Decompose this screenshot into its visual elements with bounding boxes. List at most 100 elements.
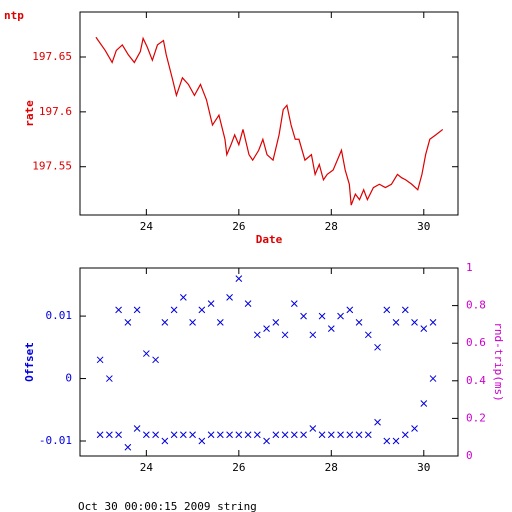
point [318, 312, 326, 320]
point [420, 325, 428, 332]
point [207, 300, 215, 307]
point [115, 431, 122, 439]
point [401, 306, 409, 314]
point [207, 431, 215, 439]
point [364, 431, 372, 439]
point [309, 331, 317, 339]
y-axis-label: Offset [23, 342, 36, 382]
point [290, 431, 298, 439]
point [429, 318, 437, 326]
point [124, 443, 132, 451]
x-tick-label: 28 [325, 461, 338, 474]
point [429, 375, 437, 382]
y-tick-label: 197.6 [39, 105, 72, 118]
y-tick-label: 197.55 [32, 160, 72, 173]
footer: Oct 30 00:00:15 2009 string [78, 500, 257, 512]
point [161, 437, 169, 445]
point [179, 294, 187, 301]
point [263, 437, 270, 445]
plot-frame [79, 11, 459, 216]
point [179, 431, 187, 439]
point [226, 431, 233, 439]
point [374, 343, 381, 351]
point [392, 437, 400, 445]
point [161, 318, 169, 326]
y-axis-label: rate [23, 100, 36, 127]
x-tick-label: 26 [232, 461, 245, 474]
point [152, 356, 159, 364]
point [133, 425, 141, 432]
point [106, 375, 113, 382]
point [364, 331, 372, 339]
point [327, 431, 335, 439]
point [198, 306, 206, 314]
point [300, 431, 307, 439]
point [272, 431, 280, 439]
point [115, 306, 122, 314]
point [170, 431, 178, 439]
chart-title: ntp [4, 9, 24, 22]
point [401, 431, 409, 439]
point [244, 431, 252, 439]
point [124, 318, 132, 326]
point [383, 437, 391, 445]
point [253, 331, 261, 339]
point [290, 300, 298, 307]
point [337, 312, 344, 320]
point [152, 431, 159, 439]
x-tick-label: 28 [325, 220, 338, 233]
point [226, 294, 233, 301]
x-tick-label: 26 [232, 220, 245, 233]
point [272, 318, 280, 326]
y2-tick-label: 0.6 [466, 336, 486, 349]
point [411, 425, 418, 432]
y-tick-label: 197.65 [32, 50, 72, 63]
point [318, 431, 326, 439]
point [355, 318, 363, 326]
point [142, 350, 150, 357]
point [189, 431, 196, 439]
point [420, 400, 428, 407]
point [253, 431, 261, 439]
point [346, 306, 354, 314]
y2-tick-label: 0.2 [466, 411, 486, 424]
x-tick-label: 30 [417, 461, 430, 474]
point [96, 431, 104, 439]
point [300, 312, 307, 320]
point [235, 275, 243, 282]
plot-frame [79, 267, 459, 457]
y-tick-label: -0.01 [39, 434, 72, 447]
y-tick-label: 0 [65, 372, 72, 385]
y2-tick-label: 0.8 [466, 299, 486, 312]
point [96, 356, 104, 364]
point [106, 431, 113, 439]
point [281, 331, 289, 339]
y2-tick-label: 1 [466, 261, 473, 274]
point [383, 306, 391, 314]
x-tick-label: 24 [140, 220, 154, 233]
point [346, 431, 354, 439]
x-tick-label: 24 [140, 461, 154, 474]
y2-axis-label: rnd-trip(ms) [492, 322, 505, 401]
x-tick-label: 30 [417, 220, 430, 233]
point [263, 325, 270, 332]
point [170, 306, 178, 314]
point [142, 431, 150, 439]
point [244, 300, 252, 307]
point [235, 431, 243, 439]
point [198, 437, 206, 445]
y-tick-label: 0.01 [46, 309, 73, 322]
point [216, 318, 224, 326]
point [411, 318, 418, 326]
point [337, 431, 344, 439]
point [189, 318, 196, 326]
y2-tick-label: 0 [466, 449, 473, 462]
point [392, 318, 400, 326]
point [355, 431, 363, 439]
point [327, 325, 335, 332]
point [216, 431, 224, 439]
point [133, 306, 141, 314]
y2-tick-label: 0.4 [466, 374, 486, 387]
point [374, 418, 381, 426]
